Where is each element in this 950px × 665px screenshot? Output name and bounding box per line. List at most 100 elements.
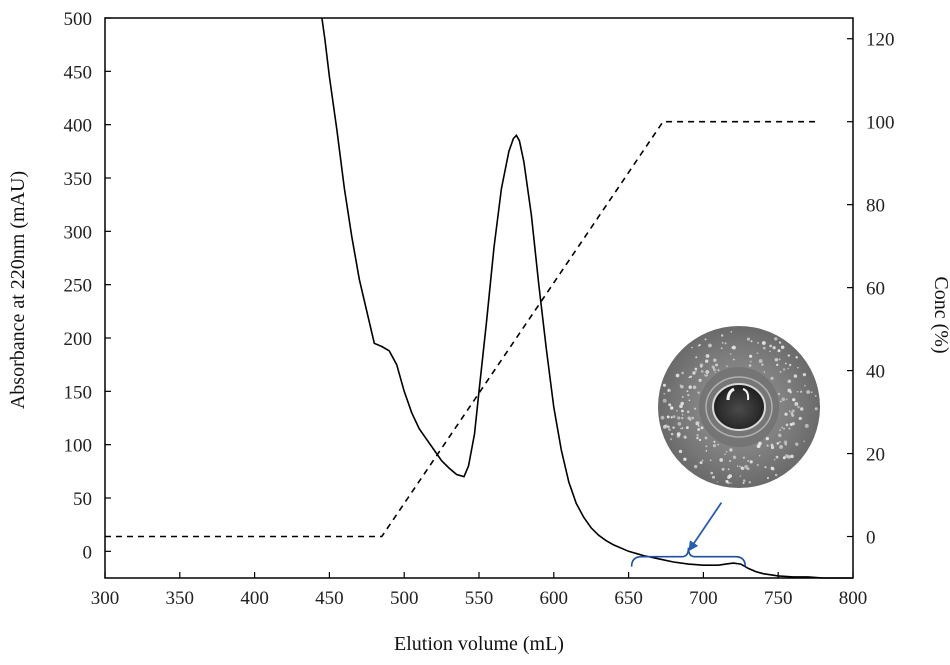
colony-dot — [783, 427, 785, 430]
colony-dot — [695, 356, 698, 359]
colony-dot — [688, 376, 691, 379]
x-tick-label: 300 — [91, 588, 120, 609]
colony-dot — [787, 388, 792, 393]
colony-dot — [724, 342, 727, 345]
colony-dot — [779, 444, 784, 449]
colony-dot — [810, 391, 813, 394]
colony-dot — [802, 372, 807, 377]
colony-dot — [742, 479, 746, 482]
x-tick-label: 750 — [764, 588, 793, 609]
colony-dot — [694, 464, 698, 469]
colony-dot — [705, 359, 709, 363]
colony-dot — [685, 426, 689, 430]
colony-dot — [696, 433, 699, 437]
colony-dot — [721, 334, 724, 337]
colony-dot — [681, 409, 684, 413]
colony-dot — [697, 391, 700, 394]
colony-dot — [689, 418, 692, 421]
colony-dot — [688, 385, 692, 389]
colony-dot — [725, 450, 728, 453]
colony-dot — [793, 374, 798, 378]
colony-dot — [680, 401, 684, 406]
colony-dot — [691, 416, 694, 420]
colony-dot — [667, 389, 670, 392]
y2-tick-label: 20 — [866, 445, 885, 466]
colony-dot — [769, 350, 771, 353]
colony-dot — [668, 403, 672, 407]
colony-dot — [798, 416, 802, 421]
colony-dot — [765, 436, 770, 441]
y-tick-label: 100 — [64, 436, 93, 457]
colony-dot — [681, 427, 684, 429]
x-axis-title: Elution volume (mL) — [394, 633, 564, 655]
colony-dot — [800, 407, 804, 411]
y-tick-label: 150 — [64, 382, 93, 403]
colony-dot — [784, 362, 787, 365]
colony-dot — [729, 448, 733, 452]
x-tick-label: 350 — [166, 588, 195, 609]
colony-dot — [748, 481, 751, 484]
colony-dot — [806, 390, 811, 394]
x-tick-label: 600 — [540, 588, 569, 609]
y2-tick-label: 60 — [866, 279, 885, 300]
colony-dot — [703, 374, 706, 376]
plot-frame — [104, 17, 854, 579]
colony-dot — [804, 423, 809, 428]
colony-dot — [695, 421, 700, 426]
colony-dot — [697, 425, 700, 427]
colony-dot — [697, 344, 700, 347]
colony-dot — [779, 370, 782, 373]
colony-dot — [683, 457, 687, 461]
colony-dot — [742, 456, 746, 459]
colony-dot — [784, 412, 788, 416]
colony-dot — [672, 415, 676, 418]
colony-dot — [781, 397, 786, 402]
colony-dot — [749, 360, 752, 363]
colony-dot — [782, 456, 786, 460]
annotation-arrow-head — [688, 540, 699, 552]
y2-tick-label: 120 — [866, 30, 895, 51]
colony-dot — [770, 376, 774, 380]
colony-dot — [676, 409, 678, 412]
x-tick-label: 700 — [689, 588, 718, 609]
x-tick-label: 650 — [614, 588, 643, 609]
colony-dot — [785, 423, 789, 427]
y2-tick-label: 40 — [866, 362, 885, 383]
colony-dot — [713, 358, 717, 362]
colony-dot — [670, 416, 673, 419]
colony-dot — [704, 338, 707, 341]
colony-dot — [783, 440, 788, 444]
colony-dot — [779, 441, 781, 443]
colony-dot — [679, 404, 683, 409]
colony-dot — [709, 459, 712, 462]
x-tick-label: 500 — [390, 588, 419, 609]
y-tick-label: 0 — [83, 542, 93, 563]
colony-dot — [799, 390, 803, 393]
colony-dot — [727, 475, 731, 480]
colony-dot — [789, 423, 793, 426]
colony-dot — [705, 354, 710, 358]
colony-dot — [741, 466, 745, 471]
colony-dot — [669, 406, 674, 410]
colony-dot — [712, 475, 715, 479]
colony-dot — [662, 383, 666, 387]
colony-dot — [668, 428, 671, 431]
colony-dot — [726, 365, 728, 368]
colony-dot — [773, 458, 776, 461]
colony-dot — [728, 459, 732, 463]
colony-dot — [766, 444, 769, 447]
y2-axis-title: Conc (%) — [930, 276, 950, 353]
colony-dot — [727, 481, 730, 485]
colony-dot — [684, 436, 687, 439]
y-tick-label: 500 — [64, 9, 93, 30]
y-tick-label: 50 — [73, 489, 92, 510]
y-tick-label: 400 — [64, 116, 93, 137]
colony-dot — [700, 370, 704, 373]
colony-dot — [784, 454, 789, 458]
colony-dot — [779, 429, 781, 432]
colony-dot — [777, 392, 781, 396]
colony-dot — [742, 482, 745, 485]
colony-dot — [695, 370, 697, 373]
colony-dot — [713, 368, 716, 371]
y2-axis-ticks: 0 20 40 60 80 100 120 — [847, 30, 895, 549]
